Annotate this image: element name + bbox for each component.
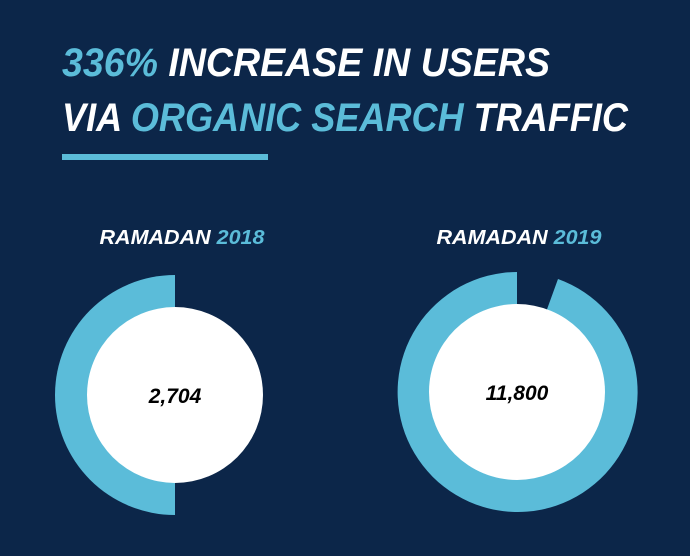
panel-label: RAMADAN 2018 xyxy=(100,227,266,249)
title-underline xyxy=(62,154,268,160)
donut-center xyxy=(87,307,263,483)
title-line: 336% INCREASE IN USERS xyxy=(62,41,550,85)
title-highlight: ORGANIC SEARCH xyxy=(131,96,465,140)
panel-name: RAMADAN xyxy=(437,227,549,249)
title-highlight: 336% xyxy=(62,41,158,85)
panel-value: 11,800 xyxy=(486,382,549,405)
title-text: INCREASE IN USERS xyxy=(168,41,550,85)
panel-name: RAMADAN xyxy=(100,227,212,249)
panel-year: 2018 xyxy=(216,227,266,249)
donut-center xyxy=(429,304,605,480)
panel-year: 2019 xyxy=(553,227,603,249)
panel-label: RAMADAN 2019 xyxy=(437,227,603,249)
panel-value: 2,704 xyxy=(148,385,202,408)
title-text: VIA xyxy=(62,96,121,140)
title-line: VIA ORGANIC SEARCH TRAFFIC xyxy=(62,96,629,140)
title-text: TRAFFIC xyxy=(474,96,629,140)
